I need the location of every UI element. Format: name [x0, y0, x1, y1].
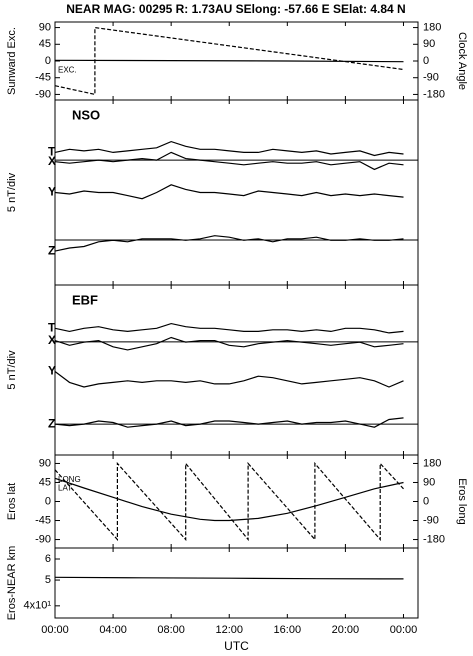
panel-label: EBF	[72, 292, 98, 307]
panel-frame	[54, 284, 419, 456]
x-tick-label: 00:00	[390, 624, 418, 636]
y-tick-label: 90	[39, 21, 51, 33]
y2-tick-label: -180	[423, 533, 445, 545]
y-axis-label: 5 nT/div	[6, 350, 18, 390]
y2-tick-label: 90	[423, 38, 435, 50]
series-line	[54, 461, 404, 542]
x-tick-label: 04:00	[99, 624, 127, 636]
y2-tick-label: -180	[423, 88, 445, 100]
series-label: Z	[48, 243, 55, 257]
y-tick-label: 4x10¹	[23, 600, 51, 612]
series-line	[54, 151, 404, 171]
y-tick-label: -90	[35, 88, 51, 100]
series-line	[54, 477, 404, 522]
x-tick-label: 16:00	[274, 624, 302, 636]
x-tick-label: 20:00	[332, 624, 360, 636]
series-line	[54, 184, 404, 200]
series-label: LAT	[58, 483, 72, 492]
series-line	[54, 322, 404, 334]
series-line	[54, 235, 404, 252]
y-axis-label: Eros-NEAR km	[6, 546, 18, 621]
y-tick-label: -45	[35, 72, 51, 84]
y-tick-label: 0	[45, 55, 51, 67]
x-tick-label: 08:00	[157, 624, 185, 636]
y-axis-label: Eros lat	[6, 483, 18, 520]
panel-frame	[54, 547, 419, 619]
series-line	[54, 140, 404, 157]
y-axis-label: 5 nT/div	[6, 172, 18, 212]
y-tick-label: 90	[39, 457, 51, 469]
panel-label: NSO	[72, 107, 100, 122]
series-label: EXC.	[58, 65, 77, 74]
y-tick-label: 45	[39, 476, 51, 488]
y2-tick-label: 180	[423, 457, 441, 469]
series-label: X	[48, 154, 56, 168]
series-line	[54, 371, 404, 388]
y2-tick-label: 180	[423, 21, 441, 33]
series-label: Y	[48, 185, 56, 199]
x-tick-label: 00:00	[41, 624, 69, 636]
y-tick-label: 0	[45, 495, 51, 507]
y2-tick-label: 0	[423, 55, 429, 67]
x-axis-label: UTC	[224, 639, 249, 653]
series-line	[54, 576, 404, 580]
y-tick-label: 6	[45, 553, 51, 565]
series-label: LONG	[58, 475, 81, 484]
y2-tick-label: 0	[423, 495, 429, 507]
y2-tick-label: -90	[423, 514, 439, 526]
series-label: T	[48, 320, 56, 334]
y-tick-label: 5	[45, 574, 51, 586]
y2-tick-label: -90	[423, 72, 439, 84]
series-line	[54, 417, 404, 428]
series-label: Z	[48, 416, 55, 430]
series-line	[54, 26, 404, 96]
y-tick-label: 45	[39, 38, 51, 50]
series-line	[54, 59, 404, 63]
y-axis-label: Sunward Exc.	[6, 27, 18, 95]
chart-title: NEAR MAG: 00295 R: 1.73AU SElong: -57.66…	[66, 2, 405, 16]
series-label: X	[48, 333, 56, 347]
series-label: T	[48, 145, 56, 159]
y2-axis-label: Eros long	[456, 478, 468, 524]
series-line	[54, 336, 404, 351]
y-tick-label: -90	[35, 533, 51, 545]
series-label: Y	[48, 364, 56, 378]
y2-axis-label: Clock Angle	[456, 32, 468, 90]
y2-tick-label: 90	[423, 476, 435, 488]
x-tick-label: 12:00	[215, 624, 243, 636]
panel-frame	[54, 454, 419, 549]
y-tick-label: -45	[35, 514, 51, 526]
